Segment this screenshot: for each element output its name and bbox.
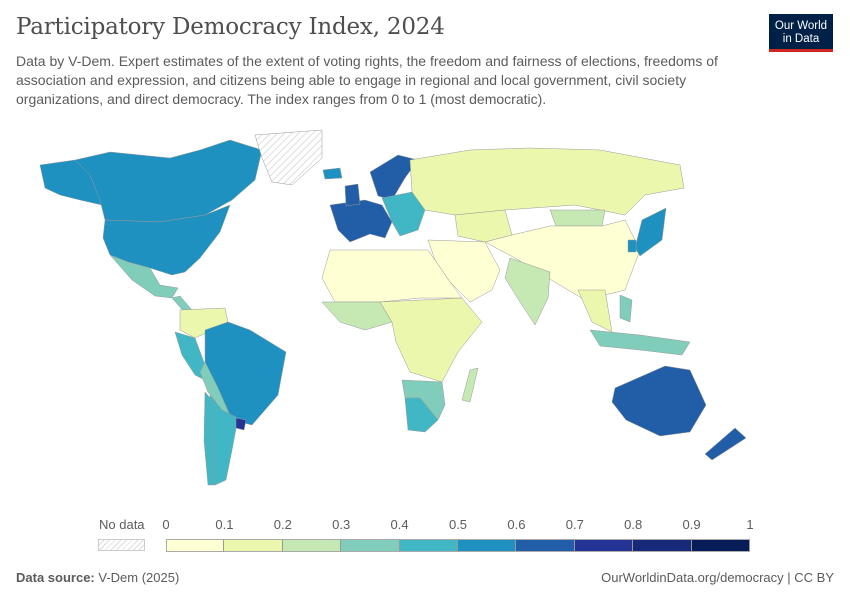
country-north-africa[interactable]: [321, 249, 463, 303]
source-label: Data source:: [16, 570, 95, 585]
country-mongolia[interactable]: [549, 209, 606, 227]
country-western-europe[interactable]: [329, 199, 393, 243]
country-canada[interactable]: [74, 139, 263, 223]
legend-bin-8[interactable]: [633, 539, 692, 552]
country-iceland[interactable]: [322, 167, 343, 180]
owid-logo[interactable]: Our World in Data: [769, 14, 833, 52]
legend-tick: 0.3: [332, 517, 351, 532]
legend-bin-9[interactable]: [691, 539, 750, 552]
legend-bin-0[interactable]: [166, 539, 225, 552]
legend-bin-3[interactable]: [341, 539, 400, 552]
country-new-zealand[interactable]: [704, 427, 747, 461]
legend-bin-5[interactable]: [458, 539, 517, 552]
country-japan[interactable]: [634, 207, 667, 257]
legend-tick: 0.9: [682, 517, 701, 532]
country-central-east-africa[interactable]: [379, 297, 483, 383]
country-uruguay[interactable]: [235, 417, 247, 431]
country-southeast-asia[interactable]: [577, 289, 613, 333]
country-scandinavia[interactable]: [369, 154, 419, 201]
legend-tick: 0.7: [565, 517, 584, 532]
country-philippines[interactable]: [619, 294, 633, 323]
country-south-africa[interactable]: [404, 397, 439, 433]
country-india[interactable]: [504, 257, 551, 326]
legend-tick: 0: [162, 517, 170, 532]
chart-title: Participatory Democracy Index, 2024: [16, 14, 445, 40]
legend-bin-4[interactable]: [399, 539, 458, 552]
country-madagascar[interactable]: [461, 367, 479, 403]
legend-bin-7[interactable]: [574, 539, 634, 552]
legend-tick: 0.2: [273, 517, 292, 532]
country-russia[interactable]: [409, 147, 685, 216]
country-australia[interactable]: [611, 365, 707, 437]
legend-tick: 0.4: [390, 517, 409, 532]
footer-url[interactable]: OurWorldinData.org/democracy | CC BY: [601, 570, 834, 585]
legend-bin-2[interactable]: [282, 539, 342, 552]
country-south-korea[interactable]: [627, 239, 637, 253]
country-west-africa[interactable]: [321, 301, 393, 331]
legend-bin-1[interactable]: [224, 539, 283, 552]
no-data-label: No data: [99, 517, 145, 532]
legend-tick: 0.5: [448, 517, 468, 532]
country-chile[interactable]: [203, 391, 216, 486]
legend-tick: 0.8: [624, 517, 643, 532]
chart-subtitle: Data by V-Dem. Expert estimates of the e…: [16, 53, 718, 107]
logo-text: Our World in Data: [774, 19, 828, 45]
country-greenland[interactable]: [254, 129, 323, 186]
source-value[interactable]: V-Dem (2025): [98, 570, 180, 585]
data-source: Data source: V-Dem (2025): [16, 570, 179, 585]
legend-tick: 0.6: [507, 517, 526, 532]
legend-tick: 0.1: [215, 517, 234, 532]
legend-bin-6[interactable]: [516, 539, 575, 552]
no-data-swatch: [98, 539, 145, 551]
color-legend: No data 0 0.1 0.2 0.3 0.4 0.5 0.6 0.7 0.8 0.9 1: [0, 515, 850, 555]
country-indonesia[interactable]: [589, 329, 691, 356]
country-uk[interactable]: [344, 183, 361, 207]
legend-tick: 1: [746, 517, 754, 532]
world-map: [39, 129, 747, 486]
country-mexico[interactable]: [109, 254, 179, 299]
